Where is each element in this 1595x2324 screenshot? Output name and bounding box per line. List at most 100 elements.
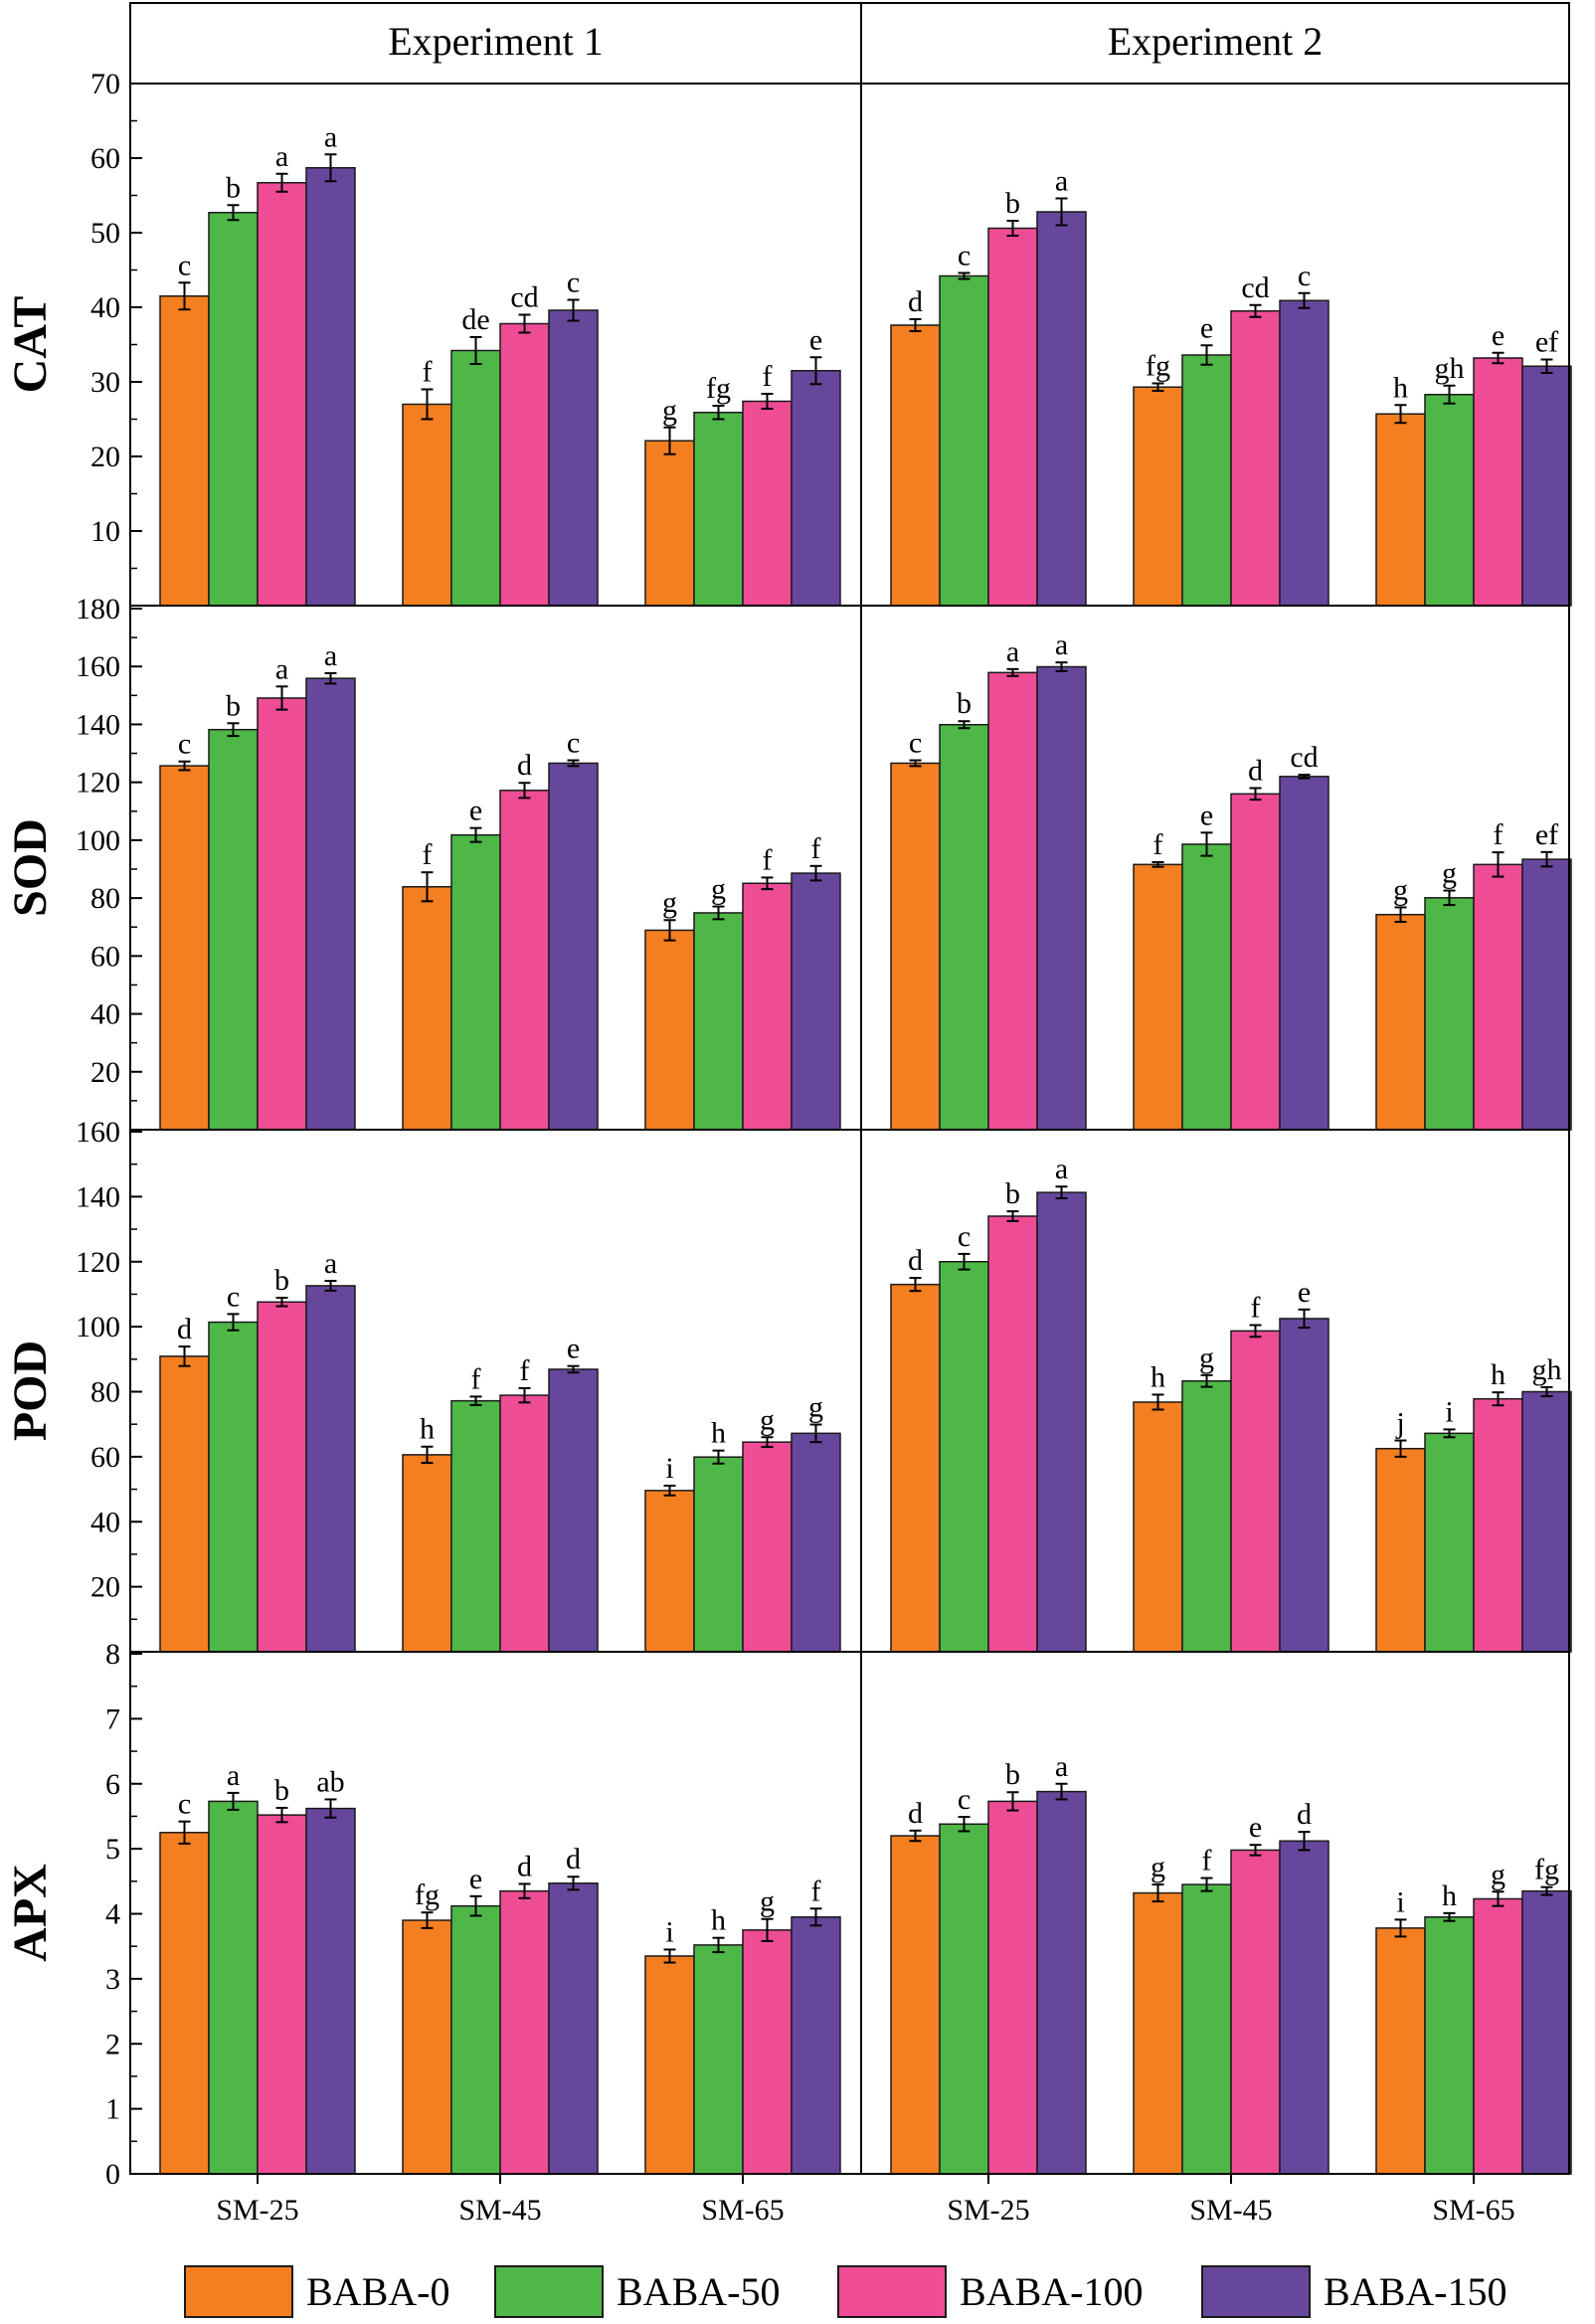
outer-border <box>129 2 1570 2175</box>
bar-baba-150 <box>791 1432 841 1653</box>
bar-baba-100 <box>742 882 793 1131</box>
bar-baba-50 <box>1181 1379 1232 1653</box>
y-tick-label: 70 <box>90 68 120 100</box>
bar-baba-150 <box>1279 299 1329 607</box>
bar-baba-150 <box>1036 665 1087 1131</box>
bar-baba-100 <box>987 1800 1038 2175</box>
y-tick-label: 100 <box>76 824 120 857</box>
y-tick-label: 20 <box>90 441 120 473</box>
significance-letter: de <box>461 303 489 336</box>
bar-baba-0 <box>159 295 210 607</box>
significance-letter: h <box>1393 371 1408 404</box>
significance-letter: c <box>958 1783 971 1816</box>
bar-baba-0 <box>159 1832 210 2175</box>
bar-baba-0 <box>890 762 941 1131</box>
y-axis-label: CAT <box>4 296 57 394</box>
significance-letter: g <box>711 873 726 906</box>
bar-baba-100 <box>1473 1897 1523 2175</box>
legend-swatch-baba-150 <box>1201 2265 1311 2318</box>
significance-letter: gh <box>1532 1353 1562 1386</box>
x-tick-label: SM-25 <box>216 2194 298 2227</box>
bar-baba-50 <box>939 274 989 607</box>
y-tick-label: 160 <box>76 650 120 683</box>
significance-letter: e <box>1200 799 1213 831</box>
legend-label-baba-50: BABA-50 <box>617 2269 780 2314</box>
significance-letter: b <box>957 687 972 720</box>
significance-letter: d <box>908 1797 923 1830</box>
significance-letter: c <box>1298 260 1311 292</box>
bar-baba-150 <box>305 167 356 607</box>
bar-baba-0 <box>159 1355 210 1653</box>
bar-baba-100 <box>1230 1849 1281 2175</box>
bar-baba-150 <box>1279 1840 1329 2175</box>
bar-baba-150 <box>305 1285 356 1653</box>
significance-letter: e <box>1492 319 1505 352</box>
significance-letter: b <box>274 1264 289 1297</box>
y-axis-label: APX <box>4 1864 57 1962</box>
significance-letter: f <box>763 360 773 393</box>
significance-letter: d <box>566 1843 581 1876</box>
y-tick-label: 140 <box>76 708 120 741</box>
y-axis-label: SOD <box>4 818 57 917</box>
significance-letter: d <box>908 285 923 318</box>
bar-baba-150 <box>305 1807 356 2175</box>
experiment-2-bars: d cb ag fe di hg fg <box>890 1750 1572 2175</box>
y-tick-label: 80 <box>90 1376 120 1409</box>
bar-baba-0 <box>890 1283 941 1653</box>
bar-baba-100 <box>1473 357 1523 607</box>
significance-letter: c <box>958 240 971 272</box>
significance-letter: d <box>177 1313 192 1345</box>
significance-letter: d <box>517 1850 532 1882</box>
x-tick-label: SM-65 <box>701 2194 784 2227</box>
significance-letter: d <box>1297 1798 1312 1831</box>
bar-baba-100 <box>742 400 793 607</box>
bar-baba-150 <box>548 762 599 1131</box>
bar-baba-0 <box>402 403 452 607</box>
panel-row-sod: SOD 20 40 60 80 100 120 140 160 180 c b a a f e d c g g f f c b… <box>4 593 1572 1131</box>
significance-letter: h <box>1442 1879 1457 1912</box>
significance-letter: a <box>1055 1750 1068 1783</box>
bar-baba-50 <box>939 1261 989 1653</box>
bar-baba-50 <box>1424 1916 1475 2175</box>
legend-swatch-baba-100 <box>837 2265 947 2318</box>
bar-baba-100 <box>1230 1330 1281 1653</box>
bar-baba-100 <box>987 1215 1038 1653</box>
y-tick-label: 60 <box>90 1441 120 1474</box>
y-tick-label: 4 <box>105 1898 120 1931</box>
bar-baba-50 <box>1181 1883 1232 2175</box>
bar-baba-0 <box>1375 413 1426 607</box>
bar-baba-0 <box>402 886 452 1131</box>
y-tick-label: 40 <box>90 1506 120 1538</box>
bar-baba-50 <box>693 912 744 1131</box>
y-tick-label: 60 <box>90 142 120 175</box>
significance-letter: e <box>1200 311 1213 344</box>
legend-label-baba-100: BABA-100 <box>960 2269 1143 2314</box>
y-tick-label: 80 <box>90 882 120 915</box>
bar-baba-0 <box>644 440 695 607</box>
significance-letter: f <box>1153 828 1163 861</box>
significance-letter: f <box>520 1354 530 1387</box>
y-tick-label: 160 <box>76 1116 120 1149</box>
significance-letter: c <box>178 249 191 281</box>
bar-baba-0 <box>1133 1401 1183 1653</box>
bar-baba-150 <box>305 677 356 1131</box>
bar-baba-100 <box>257 1301 307 1653</box>
significance-letter: g <box>808 1391 823 1424</box>
significance-letter: i <box>665 1915 673 1948</box>
bar-baba-0 <box>644 1490 695 1653</box>
significance-letter: a <box>227 1759 240 1792</box>
x-tick-label: SM-25 <box>947 2194 1029 2227</box>
significance-letter: g <box>1491 1858 1506 1890</box>
bar-baba-100 <box>987 227 1038 607</box>
bar-baba-0 <box>1133 1891 1183 2175</box>
significance-letter: c <box>958 1220 971 1253</box>
significance-letter: a <box>1006 635 1019 668</box>
bar-baba-0 <box>1375 913 1426 1131</box>
bar-baba-100 <box>1230 310 1281 607</box>
y-tick-label: 3 <box>105 1963 120 1996</box>
significance-letter: a <box>324 639 337 672</box>
